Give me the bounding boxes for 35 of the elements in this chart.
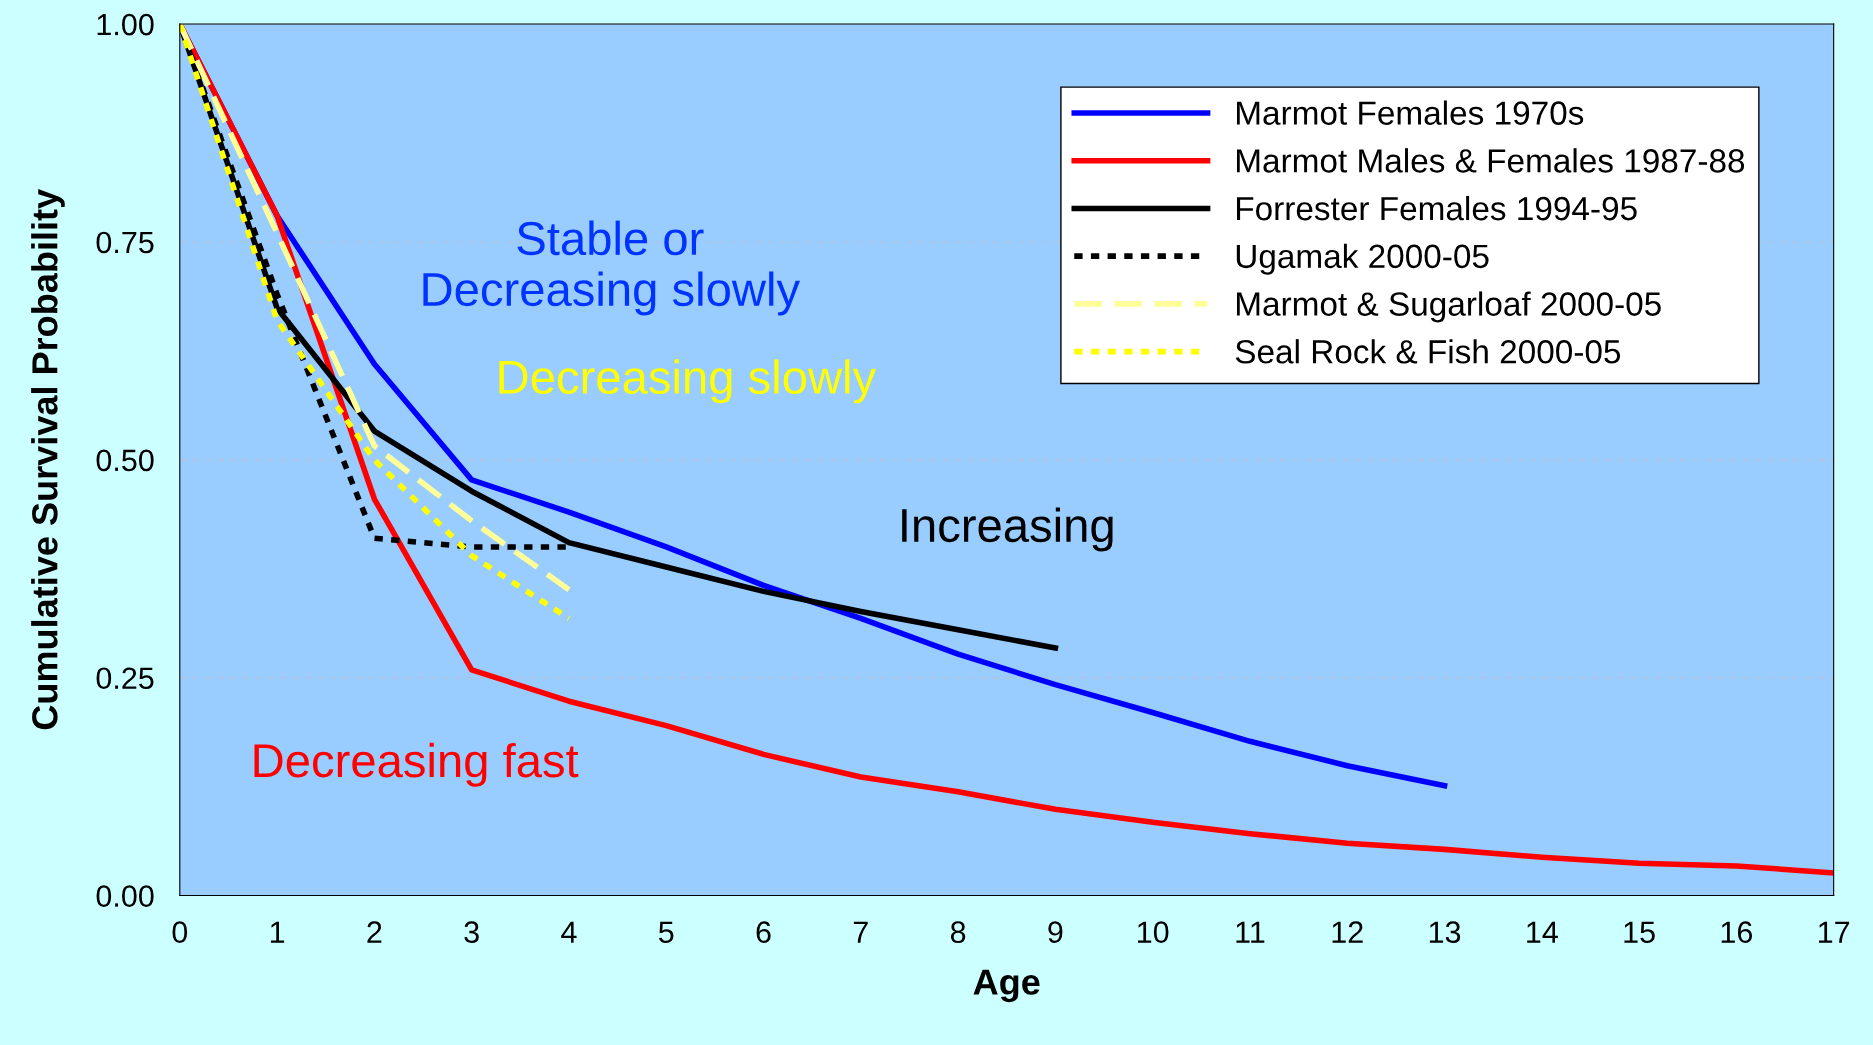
x-tick-label: 17	[1819, 921, 1850, 943]
y-tick-label: 0.00	[96, 885, 154, 907]
x-tick-label: 7	[853, 921, 868, 943]
x-tick-label: 4	[561, 921, 577, 943]
legend-label: Seal Rock & Fish 2000-05	[1235, 339, 1621, 364]
x-tick-label: 12	[1332, 921, 1363, 943]
annotation: Increasing	[902, 507, 1113, 552]
legend-label: Marmot & Sugarloaf 2000-05	[1236, 291, 1661, 323]
y-tick-label: 0.50	[96, 449, 154, 472]
x-tick-label: 10	[1138, 921, 1169, 944]
x-tick-label: 8	[950, 921, 966, 944]
x-tick-label: 16	[1721, 921, 1753, 944]
legend-label: Forrester Females 1994-95	[1236, 195, 1637, 221]
y-tick-label: 0.25	[96, 667, 154, 690]
legend-label: Marmot Females 1970s	[1236, 100, 1584, 125]
x-tick-label: 9	[1048, 921, 1063, 944]
x-axis-title: Age	[973, 969, 1040, 1003]
y-axis-title: Cumulative Survival Probability	[31, 189, 65, 730]
x-tick-label: 3	[464, 921, 479, 944]
x-tick-label: 13	[1429, 921, 1461, 944]
x-tick-label: 15	[1624, 921, 1655, 944]
annotation: Decreasing slowly	[499, 359, 877, 404]
x-tick-label: 14	[1527, 921, 1558, 943]
legend-label: Ugamak 2000-05	[1236, 243, 1489, 275]
x-tick-label: 2	[367, 921, 382, 943]
y-tick-label: 0.75	[96, 231, 154, 254]
annotation: Stable or Decreasing slowly	[423, 220, 800, 316]
x-tick-label: 0	[172, 921, 188, 944]
annotation: Decreasing fast	[254, 742, 579, 787]
x-tick-label: 1	[270, 921, 285, 943]
legend-label: Marmot Males & Females 1987-88	[1236, 148, 1745, 173]
x-tick-label: 6	[756, 921, 771, 944]
x-tick-label: 11	[1236, 921, 1265, 943]
y-tick-label: 1.00	[97, 13, 154, 36]
x-tick-label: 5	[658, 921, 674, 944]
